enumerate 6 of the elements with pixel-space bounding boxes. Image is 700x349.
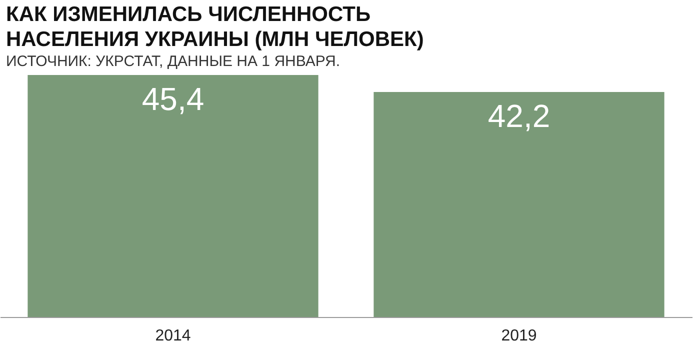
x-tick-label: 2019 xyxy=(501,328,537,344)
data-label: 42,2 xyxy=(488,98,550,134)
data-label: 45,4 xyxy=(142,81,204,117)
x-tick-label: 2014 xyxy=(155,328,191,344)
chart-title: КАК ИЗМЕНИЛАСЬ ЧИСЛЕННОСТЬ НАСЕЛЕНИЯ УКРАИНЫ (МЛН ЧЕЛОВЕК) xyxy=(6,3,424,51)
chart-subtitle: ИСТОЧНИК: УКРСТАТ, ДАННЫЕ НА 1 ЯНВАРЯ. xyxy=(6,53,340,70)
